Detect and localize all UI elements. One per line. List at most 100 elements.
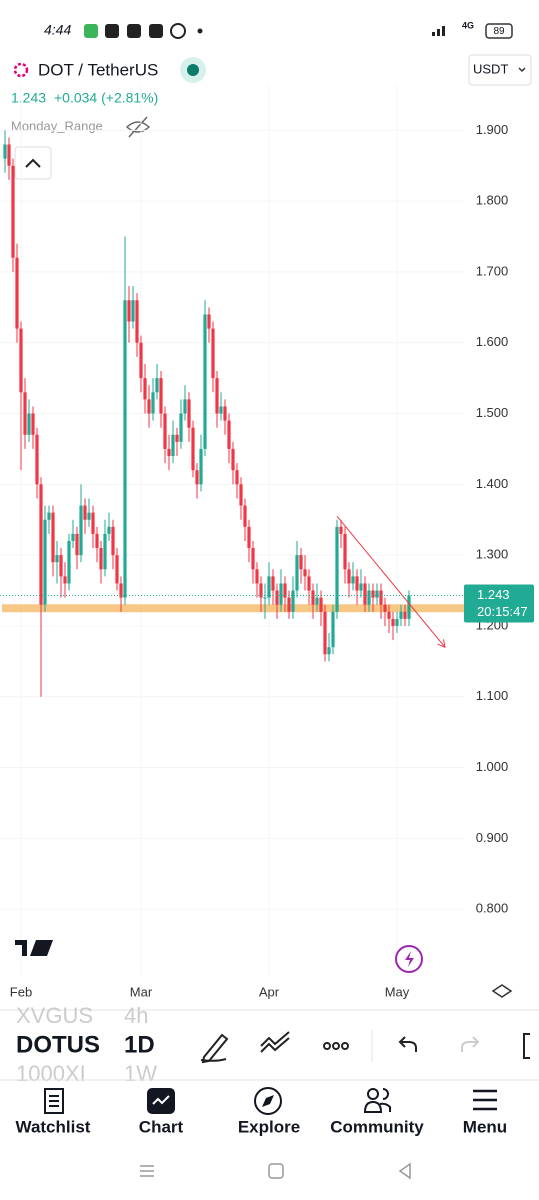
- candle-body: [71, 533, 75, 541]
- candle-body: [175, 434, 179, 442]
- candle-body: [123, 300, 127, 598]
- candle-body: [279, 583, 283, 605]
- candle-body: [63, 576, 67, 584]
- indicator-tool[interactable]: [260, 1031, 290, 1053]
- candle-body: [391, 618, 395, 626]
- last-price-box: [464, 584, 534, 623]
- back-button[interactable]: [398, 1162, 411, 1180]
- settings-icon[interactable]: [491, 984, 513, 998]
- nav-explore[interactable]: Explore: [238, 1117, 300, 1136]
- nav-watchlist[interactable]: Watchlist: [16, 1117, 91, 1136]
- fullscreen-button[interactable]: [523, 1033, 530, 1059]
- explore-icon-needle: [262, 1095, 274, 1107]
- y-tick-label: 1.400: [476, 476, 509, 491]
- candle-body: [319, 597, 323, 612]
- interval-next: 1W: [124, 1061, 157, 1086]
- candle-body: [195, 470, 199, 485]
- draw-tool[interactable]: [200, 1033, 229, 1064]
- nav-chart[interactable]: Chart: [139, 1117, 184, 1136]
- candle-body: [251, 548, 255, 570]
- undo-button[interactable]: [398, 1036, 417, 1052]
- candle-body: [403, 611, 407, 619]
- price-change: +0.034 (+2.81%): [54, 90, 158, 106]
- status-time: 4:44: [44, 22, 71, 38]
- candle-body: [239, 484, 243, 506]
- candle-body: [379, 590, 383, 605]
- y-tick-label: 1.800: [476, 193, 509, 208]
- candle-body: [119, 583, 123, 598]
- menu-icon: [473, 1089, 497, 1111]
- interval-picker[interactable]: 1D: [124, 1031, 155, 1058]
- candle-body: [399, 611, 403, 619]
- symbol-title[interactable]: DOT / TetherUS: [38, 60, 158, 79]
- candle-body: [35, 434, 39, 485]
- candle-body: [27, 413, 31, 435]
- candle-body: [147, 399, 151, 414]
- candle-body: [303, 569, 307, 577]
- candle-body: [371, 590, 375, 598]
- candle-body: [67, 540, 71, 584]
- status-icon: [170, 23, 186, 39]
- more-tool[interactable]: [323, 1042, 349, 1050]
- battery-label: 89: [493, 26, 505, 37]
- chart-icon-line: [152, 1095, 170, 1105]
- candle-body: [255, 569, 259, 584]
- candle-body: [95, 533, 99, 549]
- collapse-button[interactable]: [14, 146, 52, 180]
- visibility-icon[interactable]: [125, 116, 151, 138]
- status-icon: [149, 24, 163, 38]
- recents-button[interactable]: [140, 1165, 154, 1177]
- candle-body: [407, 595, 411, 619]
- x-tick-label: Apr: [259, 984, 280, 999]
- nav-menu[interactable]: Menu: [463, 1117, 507, 1136]
- candle-body: [211, 328, 215, 379]
- candle-body: [199, 448, 203, 485]
- y-tick-label: 1.700: [476, 263, 509, 278]
- candle-body: [247, 526, 251, 549]
- candle-body: [243, 505, 247, 527]
- redo-button[interactable]: [461, 1036, 480, 1052]
- candle-body: [171, 434, 175, 457]
- candle-body: [115, 555, 119, 584]
- candle-body: [55, 555, 59, 563]
- status-icon: [197, 28, 203, 34]
- countdown-label: 20:15:47: [477, 604, 528, 619]
- x-tick-label: Mar: [130, 984, 153, 999]
- candle-body: [75, 533, 79, 556]
- candle-body: [43, 519, 47, 605]
- candle-body: [191, 427, 195, 471]
- candle-body: [263, 597, 267, 599]
- home-button[interactable]: [268, 1163, 284, 1179]
- currency-button[interactable]: [468, 54, 532, 86]
- candle-body: [259, 583, 263, 598]
- candle-body: [335, 526, 339, 612]
- candle-body: [31, 413, 35, 435]
- trend-line: [336, 515, 446, 648]
- candle-body: [3, 144, 7, 159]
- candle-body: [283, 583, 287, 598]
- candle-body: [23, 392, 27, 435]
- indicator-name: Monday_Range: [11, 118, 103, 133]
- candle-body: [359, 583, 363, 591]
- candle-body: [99, 548, 103, 570]
- candle-body: [223, 406, 227, 421]
- candle-body: [299, 555, 303, 570]
- candle-body: [331, 611, 335, 648]
- candle-body: [47, 512, 51, 520]
- lightning-button[interactable]: [395, 945, 423, 973]
- candle-body: [167, 448, 171, 457]
- candle-body: [227, 420, 231, 449]
- candle-body: [395, 618, 399, 626]
- nav-community[interactable]: Community: [330, 1117, 424, 1136]
- candle-body: [143, 378, 147, 400]
- y-tick-label: 1.600: [476, 334, 509, 349]
- explore-icon: [254, 1087, 282, 1115]
- symbol-picker[interactable]: DOTUS: [16, 1031, 100, 1058]
- interval-prev: 4h: [124, 1003, 148, 1028]
- candle-body: [59, 555, 63, 577]
- y-tick-label: 1.900: [476, 122, 509, 137]
- candle-body: [327, 647, 331, 655]
- dropdown-icon: [518, 67, 526, 73]
